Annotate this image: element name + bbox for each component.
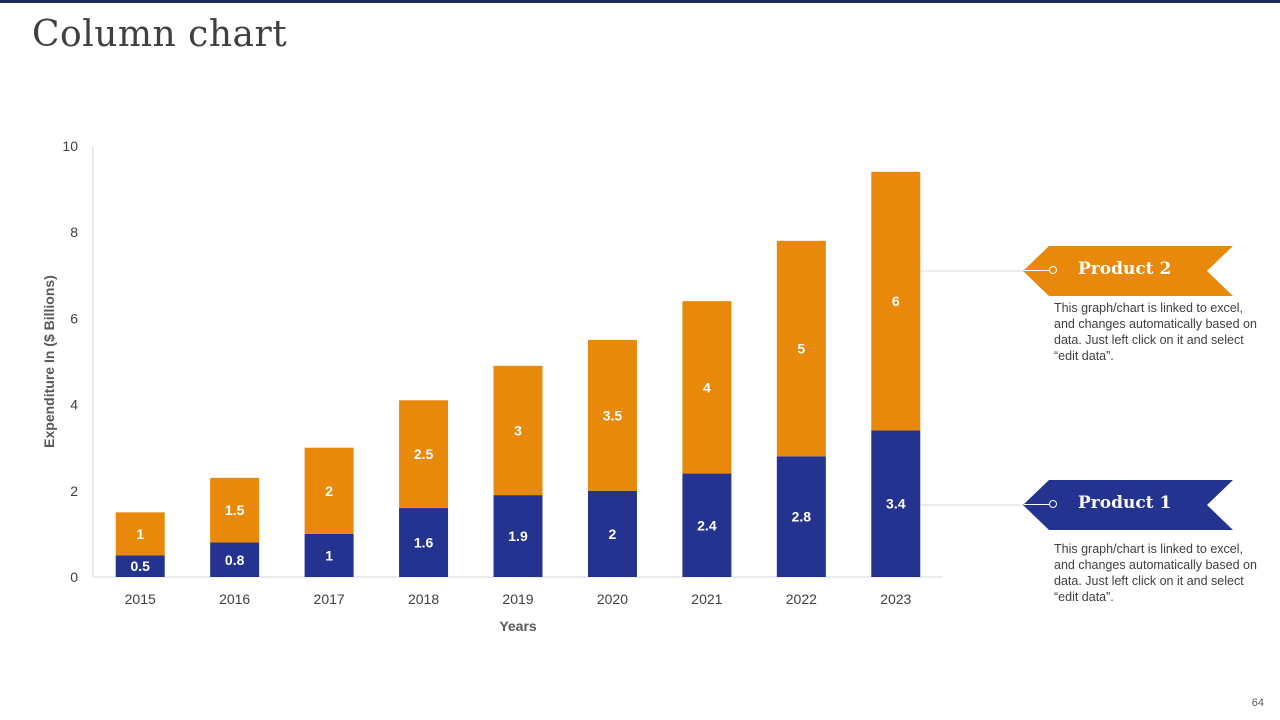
bar-product-1-2020 xyxy=(587,490,637,577)
data-label: 0.8 xyxy=(225,552,245,568)
data-label: 1 xyxy=(325,547,333,563)
top-rule xyxy=(0,0,1280,3)
x-axis-title: Years xyxy=(499,618,537,634)
data-label: 2 xyxy=(609,526,617,542)
bar-product-1-2023 xyxy=(871,430,921,577)
data-label: 3.4 xyxy=(886,496,906,512)
callout-dot-icon xyxy=(1024,266,1057,274)
callout-dot-icon xyxy=(1024,500,1057,508)
data-label: 4 xyxy=(703,379,711,395)
x-tick-label: 2015 xyxy=(125,591,156,607)
y-tick-label: 4 xyxy=(70,397,78,413)
bar-product-2-2021 xyxy=(682,301,732,474)
bar-product-2-2019 xyxy=(493,365,543,496)
bar-product-2-2023 xyxy=(871,171,921,431)
data-label: 0.5 xyxy=(130,558,150,574)
y-tick-label: 10 xyxy=(62,138,78,154)
x-tick-label: 2023 xyxy=(880,591,911,607)
y-tick-label: 6 xyxy=(70,310,78,326)
page-number: 64 xyxy=(1251,697,1264,709)
data-label: 3.5 xyxy=(603,407,623,423)
x-tick-label: 2022 xyxy=(786,591,817,607)
data-label: 1.9 xyxy=(508,528,528,544)
bar-product-2-2018 xyxy=(399,400,449,509)
bar-product-1-2018 xyxy=(399,508,449,577)
y-tick-label: 0 xyxy=(70,569,78,585)
x-tick-label: 2016 xyxy=(219,591,250,607)
y-tick-label: 2 xyxy=(70,483,78,499)
product-2-callout-text: This graph/chart is linked to excel, and… xyxy=(1054,301,1257,363)
data-label: 1.6 xyxy=(414,535,434,551)
data-label: 3 xyxy=(514,422,522,438)
bar-product-2-2015 xyxy=(115,512,165,556)
bar-product-1-2017 xyxy=(304,533,354,577)
data-label: 1.5 xyxy=(225,502,245,518)
x-tick-label: 2019 xyxy=(502,591,533,607)
bar-product-2-2022 xyxy=(776,240,826,457)
x-tick-label: 2021 xyxy=(691,591,722,607)
bar-product-2-2017 xyxy=(304,447,354,534)
y-tick-label: 8 xyxy=(70,224,78,240)
product-2-callout-label: Product 2 xyxy=(1078,259,1172,279)
bar-product-1-2022 xyxy=(776,456,826,577)
data-label: 2.5 xyxy=(414,446,434,462)
data-label: 2.8 xyxy=(792,509,812,525)
bar-product-1-2015 xyxy=(115,555,165,577)
y-axis-title: Expenditure In ($ Billions) xyxy=(41,275,57,448)
bar-product-2-2016 xyxy=(210,477,260,543)
x-tick-label: 2017 xyxy=(314,591,345,607)
data-label: 2.4 xyxy=(697,517,717,533)
bar-product-1-2016 xyxy=(210,542,260,577)
data-label: 1 xyxy=(136,526,144,542)
x-tick-label: 2018 xyxy=(408,591,439,607)
bar-product-1-2019 xyxy=(493,495,543,577)
data-label: 2 xyxy=(325,483,333,499)
product-1-callout-text: This graph/chart is linked to excel, and… xyxy=(1054,542,1257,604)
data-label: 6 xyxy=(892,293,900,309)
data-label: 5 xyxy=(797,341,805,357)
x-tick-label: 2020 xyxy=(597,591,628,607)
product-1-callout-tag: Product 1 xyxy=(1023,480,1233,530)
product-2-callout-tag: Product 2 xyxy=(1023,246,1233,296)
product-1-callout-label: Product 1 xyxy=(1078,493,1172,513)
page-title: Column chart xyxy=(32,14,288,55)
bar-product-2-2020 xyxy=(587,339,637,491)
bar-product-1-2021 xyxy=(682,473,732,577)
